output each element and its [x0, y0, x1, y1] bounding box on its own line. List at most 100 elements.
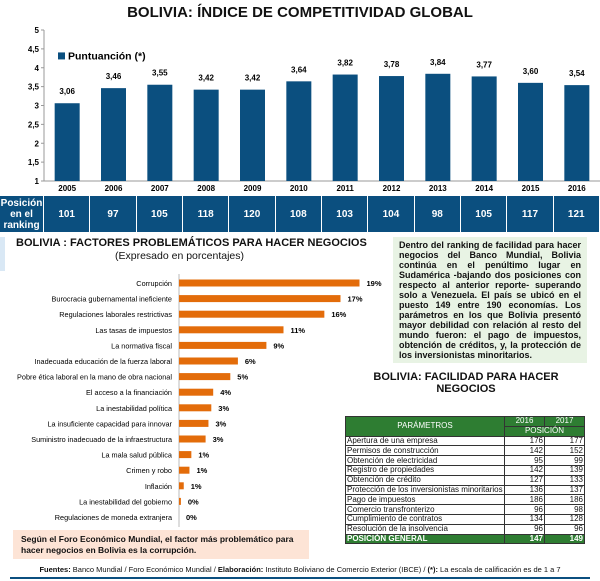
bar — [240, 89, 265, 181]
param-cell: Protección de los inversionistas minorit… — [345, 484, 505, 496]
position-cell: 133 — [544, 474, 585, 486]
category-label: El acceso a la financiación — [86, 388, 172, 397]
x-tick-label: 2013 — [429, 184, 447, 193]
param-cell: Cumplimiento de contratos — [345, 513, 505, 525]
bar — [179, 466, 190, 474]
category-label: Inflación — [145, 482, 172, 491]
bar — [179, 388, 214, 396]
table-row: Pago de impuestos 186 186 — [345, 494, 585, 506]
bar — [179, 373, 231, 381]
x-tick-label: 2005 — [58, 184, 76, 193]
category-label: Crimen y robo — [126, 466, 172, 475]
param-cell: Obtención de crédito — [345, 474, 505, 486]
data-label: 1% — [191, 482, 202, 491]
header-param: PARÁMETROS — [345, 416, 505, 437]
y-tick-label: 4 — [35, 64, 40, 73]
x-tick-label: 2010 — [290, 184, 308, 193]
category-label: Regulaciones laborales restrictivas — [59, 310, 172, 319]
x-tick-label: 2006 — [105, 184, 123, 193]
footer-text: Banco Mundial / Foro Económico Mundial / — [70, 565, 218, 574]
data-label: 3,42 — [198, 74, 214, 83]
bar — [54, 103, 80, 181]
bar — [179, 279, 360, 287]
position-cell: 176 — [504, 435, 545, 447]
data-label: 3,78 — [384, 60, 400, 69]
position-cell: 152 — [544, 445, 585, 457]
ranking-cell: 105 — [460, 196, 508, 232]
data-label: 4% — [220, 388, 231, 397]
category-label: Las tasas de impuestos — [95, 326, 172, 335]
table-row: Resolución de la insolvencia 96 96 — [345, 523, 585, 535]
bar — [179, 295, 341, 303]
position-cell: 134 — [504, 513, 545, 525]
data-label: 19% — [367, 279, 382, 288]
factors-subtitle: (Expresado en porcentajes) — [115, 250, 244, 262]
y-tick-label: 2,5 — [28, 120, 40, 129]
bar — [179, 482, 184, 490]
param-cell: Apertura de una empresa — [345, 435, 505, 447]
data-label: 3,55 — [152, 69, 168, 78]
header-position: POSICIÓN — [504, 425, 585, 437]
ranking-cell: 101 — [44, 196, 91, 232]
data-label: 5% — [237, 373, 248, 382]
data-label: 3,54 — [569, 69, 585, 78]
x-tick-label: 2008 — [197, 184, 215, 193]
y-tick-label: 3,5 — [28, 83, 40, 92]
param-cell: Pago de impuestos — [345, 494, 505, 506]
y-tick-label: 1,5 — [28, 158, 40, 167]
bar — [179, 497, 181, 505]
footer-text: La escala de calificación es de 1 a 7 — [437, 565, 561, 574]
position-cell: 96 — [504, 504, 545, 515]
category-label: Suministro inadecuado de la infraestruct… — [31, 435, 173, 444]
ranking-cell: 118 — [182, 196, 230, 232]
ranking-label: Posición en el ranking — [0, 196, 44, 232]
data-label: 3% — [218, 404, 229, 413]
position-cell: 136 — [504, 484, 545, 496]
data-label: 1% — [198, 451, 209, 460]
y-tick-label: 5 — [35, 26, 40, 35]
ranking-cell: 104 — [368, 196, 415, 232]
footer-divider — [10, 577, 590, 579]
param-cell: POSICIÓN GENERAL — [345, 533, 505, 545]
general-row: POSICIÓN GENERAL 147 149 — [345, 533, 585, 545]
data-label: 16% — [331, 310, 346, 319]
bar — [564, 85, 590, 181]
ranking-cell: 97 — [90, 196, 137, 232]
bar — [179, 357, 238, 365]
position-cell: 177 — [544, 435, 585, 447]
position-cell: 127 — [504, 474, 545, 486]
position-cell: 142 — [504, 445, 545, 457]
data-label: 0% — [188, 497, 199, 506]
table-row: Cumplimiento de contratos 134 128 — [345, 513, 585, 525]
page-title: BOLIVIA: ÍNDICE DE COMPETITIVIDAD GLOBAL — [127, 4, 473, 21]
legend-label: Puntuanción (*) — [68, 50, 146, 62]
factors-note: Según el Foro Económico Mundial, el fact… — [13, 530, 309, 559]
bar — [193, 89, 219, 181]
x-tick-label: 2015 — [522, 184, 540, 193]
bar — [332, 74, 358, 181]
x-tick-label: 2011 — [336, 184, 354, 193]
category-label: La normativa fiscal — [111, 341, 172, 350]
data-label: 3% — [215, 419, 226, 428]
table-row: Permisos de construcción 142 152 — [345, 445, 585, 457]
data-label: 1% — [196, 466, 207, 475]
position-cell: 95 — [504, 455, 545, 466]
bar — [179, 404, 212, 412]
data-label: 3,60 — [523, 67, 539, 76]
bar — [425, 73, 451, 181]
data-label: 0% — [186, 513, 197, 522]
position-cell: 98 — [544, 504, 585, 515]
position-cell: 149 — [544, 533, 585, 545]
bar — [179, 419, 209, 427]
param-cell: Obtención de electricidad — [345, 455, 505, 466]
param-cell: Registro de propiedades — [345, 464, 505, 476]
ranking-cell: 108 — [275, 196, 322, 232]
ranking-cell: 120 — [229, 196, 276, 232]
header-year: 2017 — [544, 416, 585, 427]
category-label: Pobre ética laboral en la mano de obra n… — [17, 373, 172, 382]
footer-label: Fuentes: — [39, 565, 71, 574]
bar — [147, 84, 173, 181]
footer-text: Instituto Boliviano de Comercio Exterior… — [263, 565, 428, 574]
footer: Fuentes: Banco Mundial / Foro Económico … — [0, 565, 600, 574]
category-label: Burocracia gubernamental ineficiente — [52, 295, 172, 304]
